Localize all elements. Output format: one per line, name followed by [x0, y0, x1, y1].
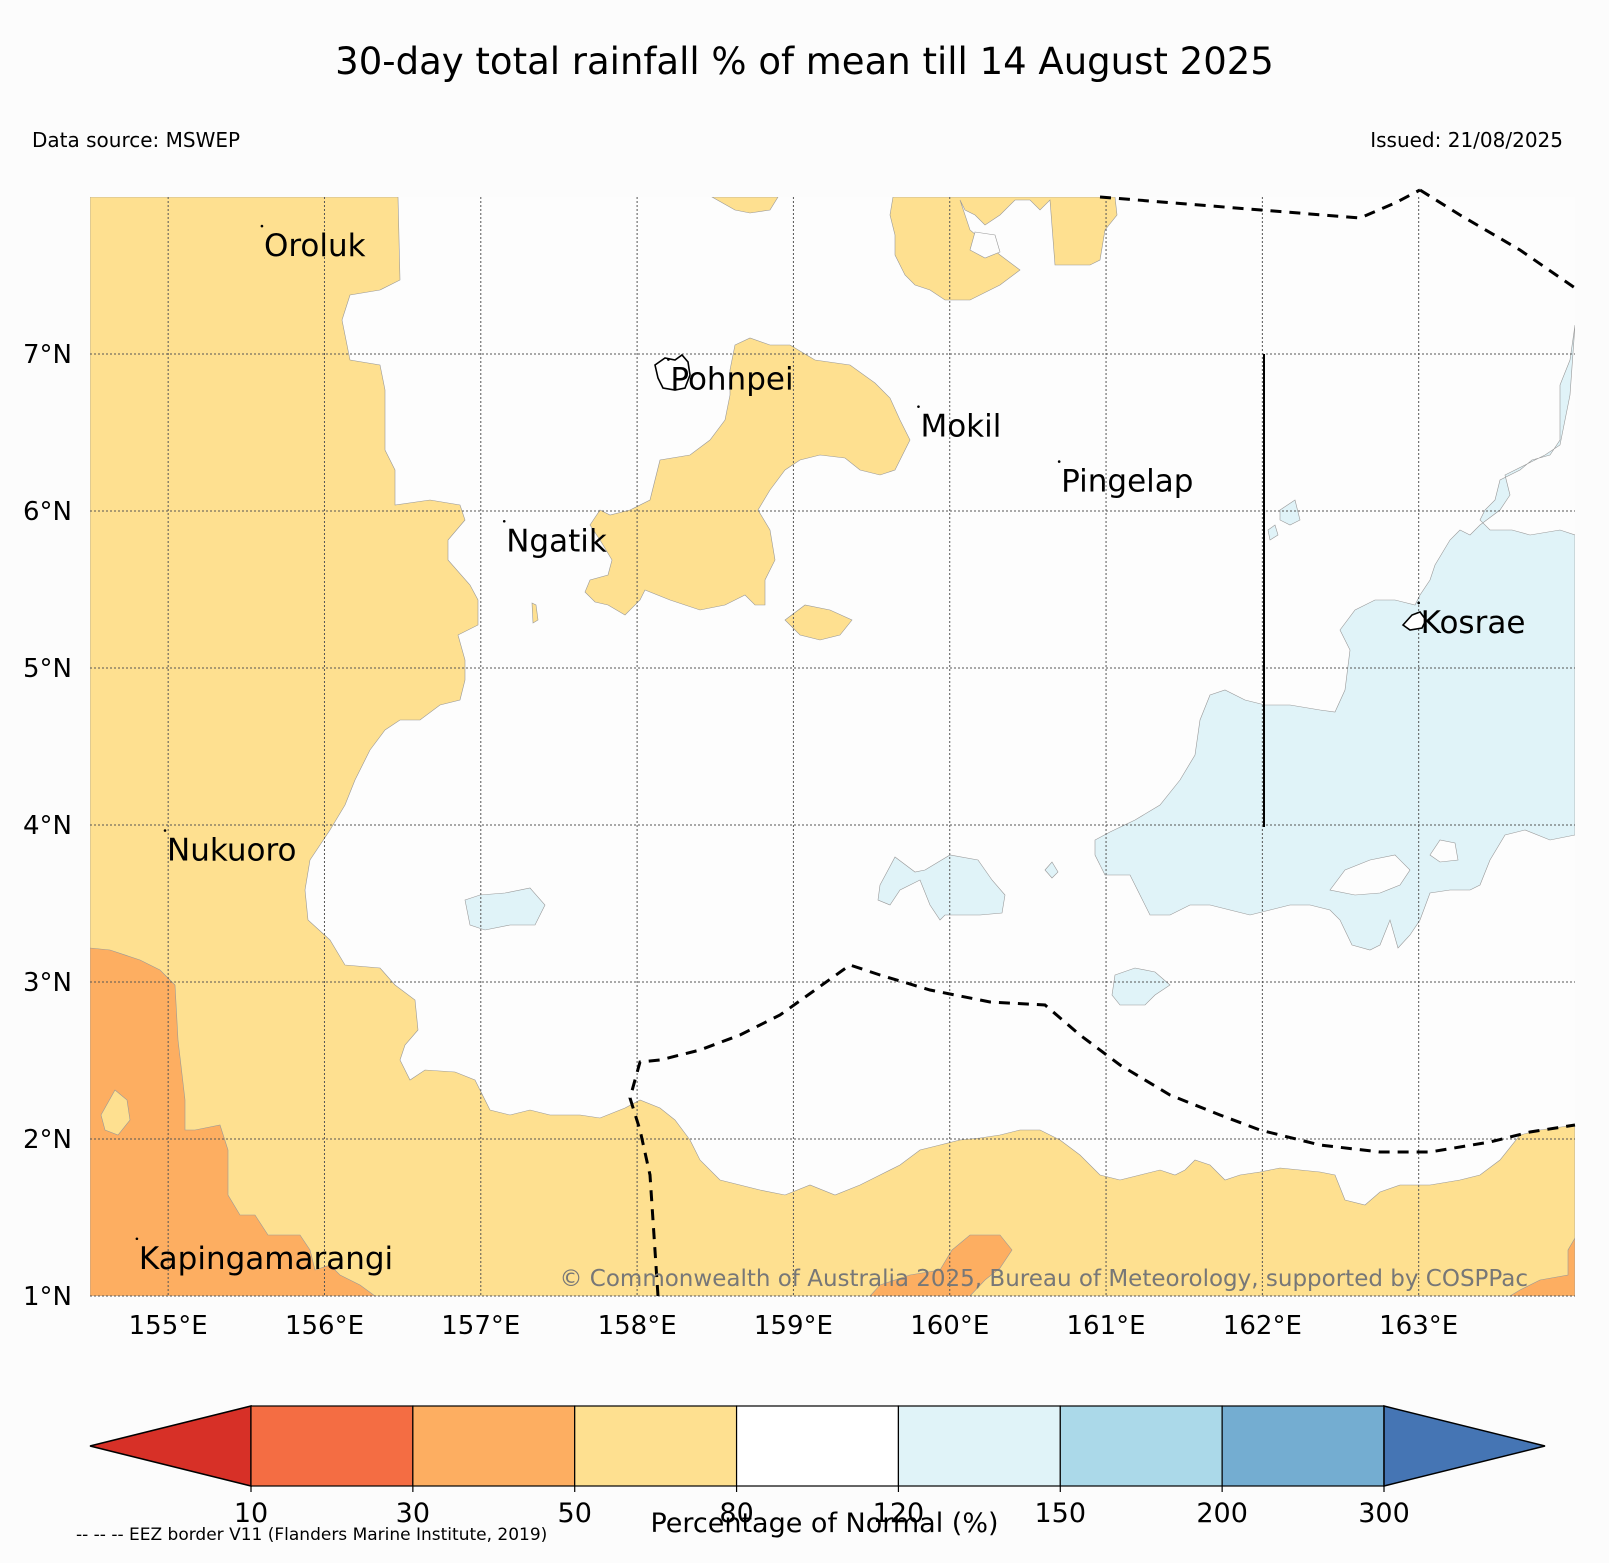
colorbar-tick-label: 30 [396, 1498, 430, 1529]
lon-tick-label: 158°E [598, 1311, 677, 1341]
copyright-notice: © Commonwealth of Australia 2025, Bureau… [559, 1266, 1528, 1292]
rain-120-150-blob-2 [464, 887, 546, 931]
colorbar-swatch [897, 1405, 1061, 1487]
issued-date: Issued: 21/08/2025 [1370, 128, 1563, 152]
lat-tick-label: 1°N [23, 1282, 72, 1312]
rain-50-80-west [90, 197, 1575, 1296]
lat-tick-label: 7°N [23, 340, 72, 370]
lon-tick-label: 156°E [285, 1311, 364, 1341]
pohnpei-island-outline [654, 353, 691, 391]
lon-tick-label: 163°E [1379, 1311, 1458, 1341]
colorbar-tick-label: 120 [873, 1498, 925, 1529]
rain-120-150-hole-1 [1329, 854, 1411, 896]
lat-tick-label: 5°N [23, 654, 72, 684]
rain-50-80-patch-small [531, 602, 539, 624]
place-label: Oroluk [264, 228, 366, 264]
colorbar-tick-label: 80 [719, 1498, 753, 1529]
eez-border-south [628, 963, 1576, 1297]
rain-120-150-blob-4 [1279, 499, 1301, 526]
rain-50-80-north-1 [711, 197, 779, 214]
rain-120-150-east [1094, 324, 1575, 951]
rain-120-150-hole-2 [1429, 839, 1459, 863]
rain-50-80-north-2 [889, 197, 1118, 301]
place-marker [1417, 601, 1420, 605]
place-label: Nukuoro [167, 833, 296, 869]
rain-30-50-patch-se [1509, 1237, 1575, 1296]
rain-50-80-patch-island [784, 604, 853, 641]
colorbar-extend-low [89, 1405, 252, 1487]
rain-30-50-patch-south [869, 1234, 1013, 1296]
rain-120-150-blob-3 [1111, 967, 1171, 1006]
lon-tick-label: 161°E [1067, 1311, 1146, 1341]
place-marker [917, 405, 920, 408]
colorbar-swatch [735, 1405, 900, 1487]
place-label: Pingelap [1061, 464, 1193, 500]
place-label: Ngatik [506, 523, 607, 559]
colorbar-swatch [574, 1405, 738, 1487]
map-title: 30-day total rainfall % of mean till 14 … [335, 40, 1274, 83]
data-source: Data source: MSWEP [32, 128, 241, 152]
lat-tick-label: 3°N [23, 968, 72, 998]
place-label: Kosrae [1421, 605, 1526, 641]
colorbar-swatch [250, 1405, 414, 1487]
place-marker [163, 829, 167, 832]
place-marker [260, 224, 264, 228]
eez-border-northeast [1419, 188, 1576, 290]
eez-note: -- -- -- EEZ border V11 (Flanders Marine… [76, 1525, 548, 1545]
place-labels: Oroluk Pohnpei Mokil Pingelap Ngatik Kosrae Nu… [135, 224, 1526, 1277]
rain-120-150-blob-6 [1044, 861, 1059, 879]
colorbar-swatch [412, 1405, 576, 1487]
graticule [90, 197, 1575, 1297]
colorbar: 10 30 50 80 120 150 200 300 [89, 1405, 1546, 1529]
lat-tick-label: 4°N [23, 811, 72, 841]
lat-tick-label: 6°N [23, 497, 72, 527]
colorbar-tick-label: 50 [558, 1498, 592, 1529]
colorbar-tick-label: 200 [1196, 1498, 1248, 1529]
place-marker [135, 1237, 139, 1241]
colorbar-swatch [1221, 1405, 1385, 1487]
lon-tick-label: 159°E [754, 1311, 833, 1341]
rain-50-80-pohnpei [584, 337, 911, 616]
eez-border [628, 188, 1576, 1297]
colorbar-tick-label: 300 [1358, 1498, 1410, 1529]
eez-border-north [1099, 188, 1421, 220]
lon-tick-label: 155°E [129, 1311, 208, 1341]
colorbar-swatch [1059, 1405, 1223, 1487]
colorbar-title: Percentage of Normal (%) [650, 1508, 999, 1539]
rain-120-150-blob-1 [877, 854, 1006, 921]
axis-labels: 7°N 6°N 5°N 4°N 3°N 2°N 1°N 155°E 156°E 157°E 158°… [23, 340, 1458, 1341]
place-marker [1057, 460, 1061, 463]
rain-50-80-north-gap [969, 231, 1001, 259]
colorbar-extend-high [1383, 1405, 1546, 1487]
lon-tick-label: 157°E [441, 1311, 520, 1341]
lon-tick-label: 160°E [910, 1311, 989, 1341]
place-label: Kapingamarangi [139, 1241, 393, 1277]
rain-120-150-blob-5 [1267, 524, 1279, 541]
kosrae-island-outline [1401, 611, 1427, 631]
place-marker [502, 519, 506, 523]
lon-tick-label: 162°E [1223, 1311, 1302, 1341]
place-label: Pohnpei [670, 362, 793, 398]
rain-50-80-patch-sw [100, 1089, 131, 1136]
place-marker [667, 358, 670, 361]
place-label: Mokil [920, 409, 1001, 445]
colorbar-tick-label: 150 [1035, 1498, 1087, 1529]
lat-tick-label: 2°N [23, 1125, 72, 1155]
colorbar-tick-label: 10 [234, 1498, 268, 1529]
rain-30-50-southwest [90, 947, 376, 1296]
